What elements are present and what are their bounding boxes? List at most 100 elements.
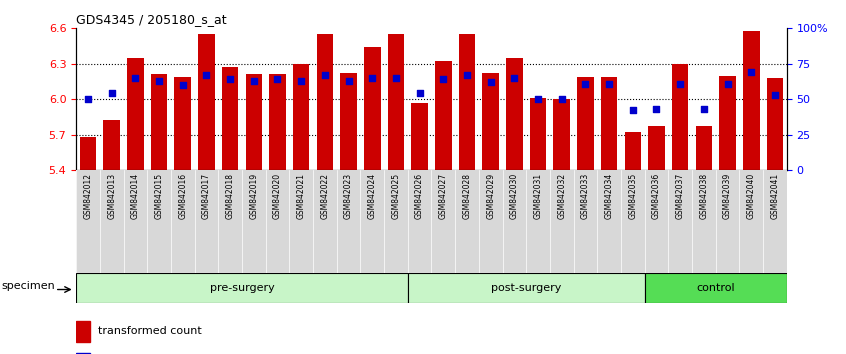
Bar <box>80 137 96 170</box>
Point <box>342 78 355 84</box>
Bar <box>340 73 357 170</box>
Bar <box>103 120 120 170</box>
Point <box>437 76 450 82</box>
Point <box>129 75 142 81</box>
Point <box>294 78 308 84</box>
Bar <box>411 103 428 170</box>
Bar <box>672 64 689 170</box>
Bar <box>269 74 286 170</box>
Text: GSM842025: GSM842025 <box>392 173 400 219</box>
Point <box>602 81 616 86</box>
Point <box>105 91 118 96</box>
Text: GSM842029: GSM842029 <box>486 173 495 219</box>
Point <box>223 76 237 82</box>
Bar <box>127 58 144 170</box>
Bar <box>408 273 645 303</box>
Bar <box>624 132 641 170</box>
Bar <box>648 126 665 170</box>
Point <box>697 106 711 112</box>
Bar <box>435 61 452 170</box>
Text: GSM842034: GSM842034 <box>605 173 613 219</box>
Point <box>460 72 474 78</box>
Text: post-surgery: post-surgery <box>491 283 562 293</box>
Point <box>484 79 497 85</box>
Point <box>200 72 213 78</box>
Point <box>626 108 640 113</box>
Bar <box>577 77 594 170</box>
Point <box>389 75 403 81</box>
Point <box>744 69 758 75</box>
Text: GSM842035: GSM842035 <box>629 173 637 219</box>
Point <box>721 81 734 86</box>
Bar <box>245 74 262 170</box>
Text: GSM842039: GSM842039 <box>723 173 732 219</box>
Text: GSM842032: GSM842032 <box>558 173 566 219</box>
Bar <box>174 77 191 170</box>
Bar <box>316 34 333 170</box>
Text: GSM842022: GSM842022 <box>321 173 329 219</box>
Bar <box>151 74 168 170</box>
Bar <box>387 34 404 170</box>
Point <box>555 96 569 102</box>
Text: GSM842031: GSM842031 <box>534 173 542 219</box>
Point <box>768 92 782 98</box>
Text: GDS4345 / 205180_s_at: GDS4345 / 205180_s_at <box>76 13 227 26</box>
Bar <box>743 31 760 170</box>
Text: GSM842038: GSM842038 <box>700 173 708 219</box>
Text: GSM842037: GSM842037 <box>676 173 684 219</box>
Text: GSM842014: GSM842014 <box>131 173 140 219</box>
Text: GSM842015: GSM842015 <box>155 173 163 219</box>
Text: GSM842019: GSM842019 <box>250 173 258 219</box>
Text: GSM842036: GSM842036 <box>652 173 661 219</box>
Point <box>318 72 332 78</box>
Bar <box>222 67 239 170</box>
Text: control: control <box>696 283 735 293</box>
Text: GSM842033: GSM842033 <box>581 173 590 219</box>
Bar <box>530 98 547 170</box>
Bar <box>645 273 787 303</box>
Bar <box>76 273 408 303</box>
Point <box>176 82 190 88</box>
Point <box>673 81 687 86</box>
Bar <box>459 34 475 170</box>
Bar <box>76 321 90 342</box>
Point <box>531 96 545 102</box>
Text: pre-surgery: pre-surgery <box>210 283 274 293</box>
Text: GSM842016: GSM842016 <box>179 173 187 219</box>
Text: GSM842028: GSM842028 <box>463 173 471 219</box>
Text: GSM842027: GSM842027 <box>439 173 448 219</box>
Point <box>81 96 95 102</box>
Point <box>365 75 379 81</box>
Text: GSM842013: GSM842013 <box>107 173 116 219</box>
Text: GSM842030: GSM842030 <box>510 173 519 219</box>
Point <box>579 81 592 86</box>
Bar <box>719 75 736 170</box>
Text: GSM842041: GSM842041 <box>771 173 779 219</box>
Bar <box>506 58 523 170</box>
Bar <box>695 126 712 170</box>
Text: GSM842023: GSM842023 <box>344 173 353 219</box>
Text: GSM842024: GSM842024 <box>368 173 376 219</box>
Bar <box>766 78 783 170</box>
Point <box>650 106 663 112</box>
Bar <box>364 47 381 170</box>
Bar <box>198 34 215 170</box>
Bar <box>553 99 570 170</box>
Text: specimen: specimen <box>2 281 55 291</box>
Text: GSM842026: GSM842026 <box>415 173 424 219</box>
Point <box>413 91 426 96</box>
Bar <box>482 73 499 170</box>
Bar <box>293 64 310 170</box>
Text: GSM842018: GSM842018 <box>226 173 234 219</box>
Point <box>247 78 261 84</box>
Text: GSM842012: GSM842012 <box>84 173 92 219</box>
Text: GSM842040: GSM842040 <box>747 173 755 219</box>
Point <box>152 78 166 84</box>
Bar <box>601 77 618 170</box>
Point <box>271 76 284 82</box>
Text: GSM842020: GSM842020 <box>273 173 282 219</box>
Text: GSM842017: GSM842017 <box>202 173 211 219</box>
Text: transformed count: transformed count <box>98 326 202 337</box>
Point <box>508 75 521 81</box>
Text: GSM842021: GSM842021 <box>297 173 305 219</box>
